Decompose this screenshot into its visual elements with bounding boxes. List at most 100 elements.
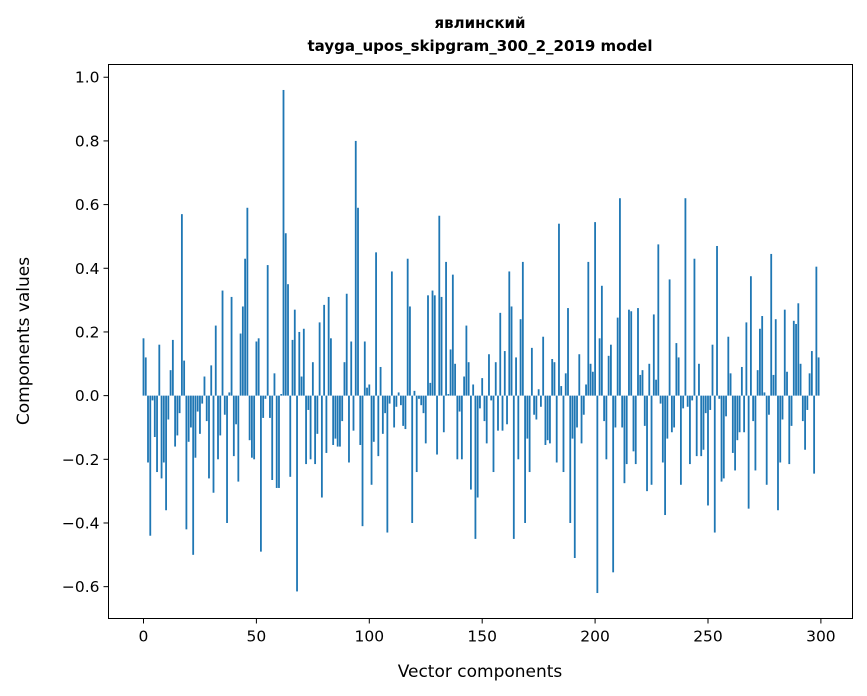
bar-component-149 bbox=[479, 395, 481, 409]
bar-component-45 bbox=[244, 258, 247, 396]
bar-component-219 bbox=[637, 308, 639, 396]
y-tick-label: 0.6 bbox=[75, 196, 100, 214]
bar-component-214 bbox=[625, 395, 628, 465]
bar-component-212 bbox=[621, 395, 624, 428]
bar-component-272 bbox=[756, 370, 759, 396]
bar-component-162 bbox=[508, 271, 511, 396]
bar-component-263 bbox=[736, 395, 739, 441]
y-tick-label: 0.8 bbox=[75, 132, 100, 150]
bar-component-119 bbox=[411, 395, 414, 523]
bar-component-275 bbox=[763, 392, 766, 396]
bar-component-55 bbox=[266, 265, 269, 396]
bar-component-273 bbox=[759, 328, 761, 396]
bar-component-101 bbox=[370, 395, 373, 485]
bar-component-223 bbox=[646, 395, 648, 492]
bar-component-102 bbox=[372, 395, 375, 442]
bar-component-191 bbox=[573, 395, 576, 559]
bar-component-103 bbox=[375, 252, 377, 396]
bar-component-205 bbox=[605, 395, 608, 460]
bar-component-249 bbox=[704, 395, 707, 414]
bar-component-179 bbox=[546, 395, 549, 441]
bar-component-92 bbox=[350, 341, 353, 396]
bar-component-290 bbox=[797, 303, 800, 396]
bar-component-50 bbox=[255, 341, 258, 396]
bar-component-132 bbox=[440, 296, 443, 396]
bar-component-65 bbox=[289, 395, 292, 477]
bar-component-128 bbox=[431, 290, 434, 396]
bar-component-135 bbox=[447, 394, 450, 396]
bar-component-33 bbox=[217, 395, 219, 460]
bar-component-174 bbox=[535, 395, 538, 420]
bar-component-86 bbox=[336, 395, 339, 447]
bar-component-196 bbox=[585, 384, 587, 396]
y-tick-label: −0.2 bbox=[62, 451, 100, 469]
x-tick-label: 300 bbox=[806, 628, 836, 646]
bar-component-98 bbox=[363, 341, 366, 396]
bar-component-256 bbox=[720, 395, 723, 482]
bar-component-298 bbox=[815, 266, 818, 396]
bar-component-215 bbox=[628, 309, 630, 396]
x-tick-label: 250 bbox=[693, 628, 723, 646]
bar-component-80 bbox=[323, 304, 326, 396]
bar-component-75 bbox=[311, 362, 314, 396]
bar-component-10 bbox=[165, 395, 167, 511]
bar-component-94 bbox=[354, 140, 357, 396]
bar-component-11 bbox=[167, 395, 170, 420]
bar-component-16 bbox=[178, 395, 181, 414]
bar-component-247 bbox=[700, 395, 703, 457]
bar-component-230 bbox=[661, 395, 664, 463]
bar-component-267 bbox=[745, 322, 748, 396]
bar-component-209 bbox=[614, 395, 617, 428]
bar-component-54 bbox=[264, 395, 267, 399]
bar-component-12 bbox=[169, 370, 172, 396]
bar-component-141 bbox=[460, 395, 463, 460]
bar-component-2 bbox=[147, 395, 149, 463]
bar-component-110 bbox=[390, 271, 393, 396]
bar-component-113 bbox=[397, 392, 400, 396]
bar-component-213 bbox=[623, 395, 626, 484]
bar-component-296 bbox=[810, 351, 813, 396]
bar-component-227 bbox=[655, 379, 657, 396]
bar-component-160 bbox=[503, 351, 506, 396]
bar-component-260 bbox=[729, 373, 732, 396]
bar-component-180 bbox=[549, 395, 551, 444]
bar-component-165 bbox=[515, 357, 517, 396]
bar-component-291 bbox=[799, 363, 802, 396]
bar-component-217 bbox=[632, 395, 635, 452]
bar-component-111 bbox=[393, 395, 396, 428]
y-axis-label: Components values bbox=[14, 257, 34, 425]
bar-component-250 bbox=[707, 395, 709, 506]
bar-component-3 bbox=[149, 395, 152, 536]
bar-component-114 bbox=[400, 395, 402, 406]
bar-component-73 bbox=[307, 395, 310, 410]
bar-component-85 bbox=[334, 395, 337, 439]
bar-component-138 bbox=[454, 363, 457, 396]
bar-component-184 bbox=[558, 223, 560, 396]
bar-component-140 bbox=[458, 395, 461, 412]
bar-component-90 bbox=[345, 293, 348, 396]
bar-component-226 bbox=[652, 314, 655, 396]
bar-component-109 bbox=[388, 395, 391, 404]
bar-component-23 bbox=[194, 395, 197, 458]
bar-component-225 bbox=[650, 395, 653, 485]
bar-component-60 bbox=[278, 395, 280, 488]
bar-component-207 bbox=[609, 344, 612, 396]
bar-component-157 bbox=[497, 395, 499, 431]
x-tick-label: 200 bbox=[580, 628, 610, 646]
bar-component-121 bbox=[415, 395, 418, 473]
bar-component-19 bbox=[185, 395, 188, 530]
bar-component-139 bbox=[456, 395, 459, 460]
x-tick-label: 150 bbox=[467, 628, 497, 646]
bar-component-104 bbox=[377, 395, 380, 457]
bar-component-137 bbox=[451, 274, 454, 396]
bar-component-8 bbox=[160, 395, 163, 479]
bar-component-177 bbox=[542, 336, 545, 396]
bar-component-83 bbox=[330, 338, 332, 396]
bar-component-188 bbox=[567, 308, 569, 396]
bar-component-210 bbox=[616, 317, 619, 396]
bar-component-107 bbox=[384, 395, 387, 414]
bar-component-91 bbox=[348, 395, 350, 463]
bar-component-89 bbox=[343, 362, 346, 396]
bar-component-122 bbox=[418, 395, 420, 399]
bar-component-38 bbox=[228, 392, 231, 396]
